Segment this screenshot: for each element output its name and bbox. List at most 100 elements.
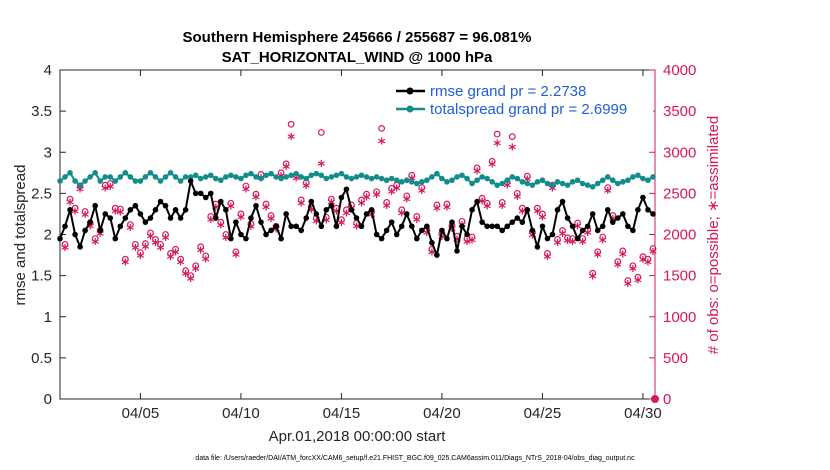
obs-assimilated-marker: * <box>307 203 315 221</box>
spread-marker <box>549 182 556 188</box>
left-tick-label: 2.5 <box>31 185 52 202</box>
rmse-marker <box>434 252 440 258</box>
right-tick-label: 3000 <box>663 144 696 161</box>
spread-marker <box>308 172 315 179</box>
rmse-marker <box>77 244 83 250</box>
obs-possible-marker <box>282 160 290 168</box>
legend: rmse grand pr = 2.2738 totalspread grand… <box>393 76 653 118</box>
obs-assimilated-marker: * <box>604 184 612 202</box>
rmse-marker <box>353 215 360 221</box>
spread-marker <box>318 172 325 179</box>
spread-marker <box>162 174 169 180</box>
left-tick-label: 4 <box>44 62 52 79</box>
spread-marker <box>594 180 601 187</box>
obs-possible-marker <box>513 189 521 197</box>
obs-assimilated-marker: * <box>428 246 436 264</box>
rmse-marker <box>504 223 511 230</box>
obs-possible-marker <box>398 206 406 214</box>
obs-assimilated-marker: * <box>272 223 280 241</box>
obs-assimilated-marker: * <box>539 210 547 228</box>
obs-assimilated-marker: * <box>227 200 235 218</box>
obs-possible-marker <box>508 133 516 141</box>
obs-assimilated-marker: * <box>147 229 155 247</box>
spread-marker <box>635 172 641 179</box>
spread-marker <box>82 178 88 184</box>
rmse-marker <box>514 215 521 221</box>
rmse-marker <box>539 223 546 230</box>
spread-marker <box>388 175 395 182</box>
rmse-marker <box>112 235 119 242</box>
obs-assimilated-marker: * <box>71 205 79 223</box>
obs-possible-marker <box>317 129 325 136</box>
spread-marker <box>288 172 294 179</box>
obs-assimilated-marker: * <box>111 205 119 223</box>
obs-possible-marker <box>177 255 185 263</box>
rmse-marker <box>388 219 395 225</box>
chart-title-line1: Southern Hemisphere 245666 / 255687 = 96… <box>183 29 532 46</box>
obs-assimilated-marker: * <box>172 246 180 264</box>
rmse-marker <box>87 219 93 225</box>
obs-possible-marker <box>388 185 396 192</box>
spread-marker <box>413 180 420 187</box>
rmse-marker <box>253 202 259 209</box>
rmse-marker <box>474 198 480 205</box>
rmse-marker <box>429 239 435 246</box>
obs-possible-marker <box>227 199 235 207</box>
spread-marker <box>157 178 164 184</box>
rmse-marker <box>604 207 611 213</box>
rmse-marker <box>383 227 390 234</box>
obs-assimilated-marker: * <box>473 164 481 182</box>
spread-marker <box>167 170 174 176</box>
rmse-marker <box>343 186 350 193</box>
rmse-marker <box>620 211 626 217</box>
rmse-marker <box>519 219 526 225</box>
obs-assimilated-marker: * <box>91 235 99 253</box>
obs-assimilated-marker: * <box>136 249 144 267</box>
obs-assimilated-marker: * <box>448 222 456 240</box>
rmse-marker <box>162 202 169 209</box>
rmse-marker <box>444 235 450 242</box>
obs-assimilated-marker: * <box>292 172 300 190</box>
obs-possible-marker <box>604 184 612 192</box>
legend-spread-marker <box>406 105 414 113</box>
rmse-marker <box>107 215 114 221</box>
obs-possible-marker <box>594 248 602 256</box>
obs-assimilated-marker: * <box>483 200 491 218</box>
obs-possible-marker <box>61 240 69 248</box>
obs-assimilated-marker: * <box>393 182 401 200</box>
obs-assimilated-marker: * <box>463 235 471 253</box>
obs-possible-marker <box>644 255 652 263</box>
obs-possible-marker <box>383 199 391 206</box>
spread-marker <box>72 178 78 184</box>
obs-assimilated-marker: * <box>152 236 160 254</box>
rmse-marker <box>393 231 400 238</box>
rmse-marker <box>187 178 194 184</box>
rmse-marker <box>378 235 385 242</box>
spread-marker <box>419 179 425 185</box>
obs-assimilated-marker: * <box>267 212 275 230</box>
obs-possible-marker <box>162 231 169 238</box>
spread-marker <box>499 180 506 187</box>
spread-marker <box>398 179 405 185</box>
obs-assimilated-marker: * <box>503 178 511 196</box>
obs-assimilated-marker: * <box>433 201 441 219</box>
obs-possible-marker <box>413 213 421 220</box>
obs-assimilated-marker: * <box>398 206 406 224</box>
obs-possible-marker <box>544 250 551 257</box>
spread-marker <box>484 175 490 182</box>
spread-marker <box>338 170 345 177</box>
rmse-marker <box>328 202 335 209</box>
obs-assimilated-marker: * <box>76 182 84 200</box>
rmse-marker <box>182 207 189 213</box>
obs-possible-marker <box>147 229 154 237</box>
obs-possible-marker <box>624 277 632 284</box>
obs-assimilated-marker: * <box>322 214 330 232</box>
left-tick-label: 0.5 <box>31 350 52 367</box>
rmse-marker <box>424 223 430 230</box>
spread-marker <box>383 177 390 184</box>
rmse-marker <box>243 235 249 242</box>
rmse-marker <box>167 215 174 221</box>
obs-possible-marker <box>403 192 411 200</box>
rmse-marker <box>615 215 621 221</box>
